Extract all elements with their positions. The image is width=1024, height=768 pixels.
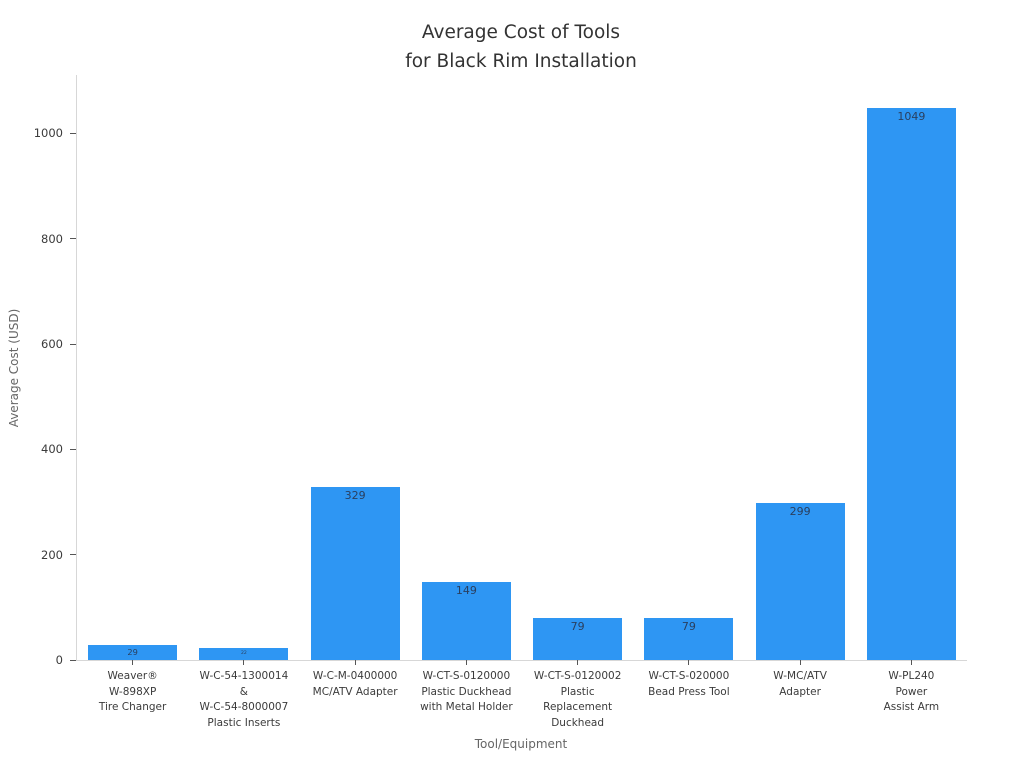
y-axis-title: Average Cost (USD) bbox=[7, 308, 21, 428]
x-tick-label: W-C-54-1300014 & W-C-54-8000007 Plastic … bbox=[199, 670, 289, 729]
x-tick-mark bbox=[465, 660, 467, 665]
x-tick-label: W-PL240 Power Assist Arm bbox=[883, 670, 940, 713]
y-tick-label: 400 bbox=[41, 442, 63, 457]
y-tick-label: 600 bbox=[41, 337, 63, 352]
y-tick-mark bbox=[70, 448, 76, 450]
bar-value-label: 329 bbox=[344, 488, 366, 502]
x-tick-label: Weaver® W-898XP Tire Changer bbox=[98, 670, 167, 713]
y-tick-label: 1000 bbox=[33, 126, 63, 141]
x-tick-label: W-C-M-0400000 MC/ATV Adapter bbox=[312, 670, 398, 698]
bar: 22 bbox=[199, 648, 289, 660]
x-tick-mark bbox=[799, 660, 801, 665]
y-tick-label: 800 bbox=[41, 231, 63, 246]
bar-value-label: 79 bbox=[681, 620, 696, 634]
x-tick-mark bbox=[688, 660, 690, 665]
bar: 79 bbox=[533, 618, 623, 660]
y-tick-mark bbox=[70, 238, 76, 240]
y-tick-mark bbox=[70, 659, 76, 661]
x-tick-label: W-MC/ATV Adapter bbox=[773, 670, 827, 698]
x-tick-mark bbox=[354, 660, 356, 665]
bar-value-label: 1049 bbox=[897, 109, 926, 123]
y-tick-mark bbox=[70, 343, 76, 345]
x-tick-label: W-CT-S-020000 Bead Press Tool bbox=[648, 670, 730, 698]
chart-title: Average Cost of Tools for Black Rim Inst… bbox=[405, 22, 637, 72]
y-tick-mark bbox=[70, 554, 76, 556]
bar-value-label: 29 bbox=[127, 646, 138, 657]
bar-value-label: 22 bbox=[240, 651, 247, 657]
bar-value-label: 299 bbox=[789, 504, 811, 518]
x-tick-mark bbox=[132, 660, 134, 665]
x-tick-mark bbox=[577, 660, 579, 665]
x-tick-label: W-CT-S-0120002 Plastic Replacement Duckh… bbox=[533, 670, 622, 729]
plot-area: 0 200 400 600 800 1000 29 Weaver® W-898XP Tire … bbox=[34, 75, 967, 729]
y-tick-label: 0 bbox=[55, 653, 63, 667]
bar: 329 bbox=[310, 486, 400, 660]
bar-value-label: 149 bbox=[455, 583, 477, 597]
bar: 149 bbox=[421, 581, 511, 660]
bar: 79 bbox=[644, 618, 734, 660]
bar: 29 bbox=[88, 644, 178, 660]
bar: 299 bbox=[755, 502, 845, 660]
x-tick-label: W-CT-S-0120000 Plastic Duckhead with Met… bbox=[420, 670, 513, 713]
x-axis-title: Tool/Equipment bbox=[474, 737, 568, 751]
y-tick-label: 200 bbox=[41, 547, 63, 562]
x-tick-mark bbox=[243, 660, 245, 665]
x-tick-mark bbox=[910, 660, 912, 665]
bar-value-label: 79 bbox=[570, 620, 585, 634]
bar: 1049 bbox=[866, 107, 956, 660]
y-tick-mark bbox=[70, 132, 76, 134]
